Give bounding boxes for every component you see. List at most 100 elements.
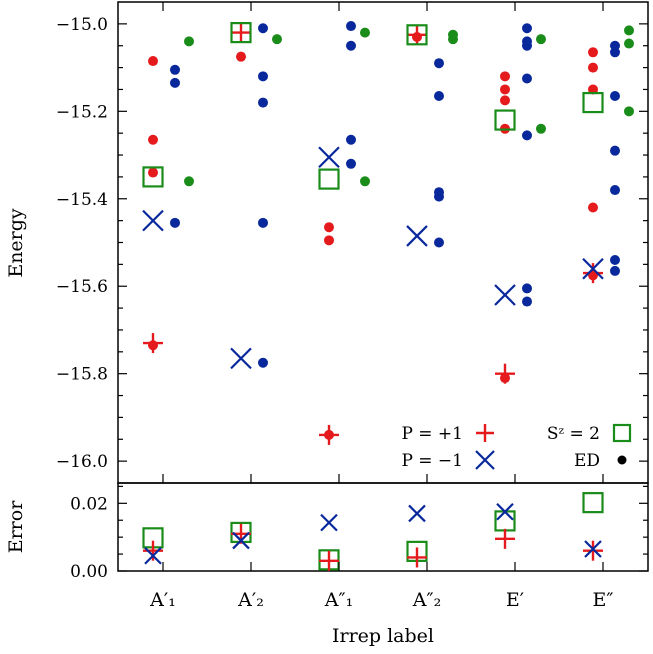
error-cross-marker-b: [320, 513, 338, 532]
error-y-ticks: 0.00 0.02: [70, 485, 648, 582]
ed-point: [346, 158, 356, 169]
ed-point: [258, 217, 268, 228]
energy-y-tick-label: −15.6: [56, 277, 108, 297]
ed-point: [500, 95, 510, 106]
ed-point: [434, 191, 444, 202]
ed-point: [500, 84, 510, 95]
ed-point: [148, 167, 158, 178]
legend-dot-marker: [617, 455, 627, 465]
ed-point: [170, 77, 180, 88]
x-tick-label: A″₁: [324, 589, 353, 611]
ed-point: [448, 34, 458, 45]
legend-cross-marker-b: [475, 450, 495, 470]
error-panel: 0.00 0.02 A′₁ A′₂ A″₁ A″₂ E′ E″ Error Irrep la…: [5, 2, 649, 647]
energy-square-marker: [318, 168, 340, 190]
ed-point: [500, 71, 510, 82]
ed-point: [184, 176, 194, 187]
x-tick-label: A′₂: [237, 589, 264, 611]
ed-point: [346, 134, 356, 145]
energy-cross-marker-b: [406, 225, 428, 247]
ed-point: [360, 27, 370, 38]
ed-point: [588, 202, 598, 213]
ed-point: [148, 56, 158, 67]
ed-point: [170, 64, 180, 75]
x-tick-label: E′: [506, 589, 524, 611]
x-tick-labels: A′₁ A′₂ A″₁ A″₂ E′ E″: [149, 2, 613, 611]
ed-point: [258, 97, 268, 108]
x-tick-label: E″: [593, 589, 614, 611]
ed-point: [588, 84, 598, 95]
ed-point: [522, 40, 532, 51]
energy-y-tick-label: −15.2: [56, 102, 108, 122]
x-tick-label: A″₂: [412, 589, 441, 611]
energy-panel: −16.0 −15.8 −15.6 −15.4 −15.2 −15.0 Energy P …: [5, 1, 649, 484]
energy-y-tick-label: −15.4: [56, 190, 108, 210]
legend-label: P = +1: [401, 424, 463, 444]
energy-markers: [142, 21, 634, 445]
ed-point: [272, 34, 282, 45]
ed-point: [346, 40, 356, 51]
x-tick-label: A′₁: [149, 589, 176, 611]
energy-cross-marker-b: [142, 209, 164, 232]
ed-point: [258, 357, 268, 368]
ed-point: [610, 47, 620, 58]
energy-y-tick-label: −15.8: [56, 365, 108, 385]
ed-point: [624, 25, 634, 36]
energy-cross-marker-b: [318, 146, 340, 169]
error-cross-marker-b: [584, 540, 602, 558]
energy-y-tick-label: −15.0: [56, 15, 108, 35]
energy-square-marker: [406, 24, 428, 46]
error-markers: [142, 492, 604, 571]
error-cross-marker-b: [408, 504, 426, 523]
energy-cross-marker-b: [582, 257, 604, 280]
error-cross-marker-b: [496, 502, 514, 521]
error-y-tick-label: 0.02: [70, 494, 108, 514]
ed-point: [610, 265, 620, 276]
ed-point: [610, 185, 620, 196]
legend-label: Sᶻ = 2: [547, 424, 600, 444]
ed-point: [184, 36, 194, 47]
ed-point: [588, 47, 598, 58]
ed-point: [588, 62, 598, 73]
ed-point: [536, 34, 546, 45]
ed-point: [610, 254, 620, 265]
ed-point: [522, 296, 532, 307]
ed-point: [324, 222, 334, 233]
x-axis-label: Irrep label: [332, 625, 434, 647]
error-y-tick-label: 0.00: [70, 562, 108, 582]
ed-point: [624, 106, 634, 117]
ed-point: [522, 73, 532, 84]
ed-point: [522, 23, 532, 34]
ed-point: [610, 91, 620, 102]
ed-point: [434, 91, 444, 102]
legend: P = +1 P = −1 Sᶻ = 2 ED: [401, 423, 632, 471]
error-square-marker: [582, 492, 604, 514]
ed-point: [324, 235, 334, 246]
ed-point: [536, 123, 546, 134]
ed-point: [434, 237, 444, 248]
legend-label: ED: [574, 451, 600, 471]
error-cross-marker-b: [232, 531, 250, 550]
energy-square-marker: [582, 91, 604, 114]
ed-point: [236, 51, 246, 62]
energy-cross-marker-b: [494, 284, 516, 306]
ed-point: [522, 130, 532, 141]
energy-square-marker: [494, 109, 516, 131]
legend-square-marker: [612, 423, 632, 443]
ed-point: [610, 145, 620, 156]
ed-point: [434, 58, 444, 69]
energy-panel-frame: [117, 1, 649, 484]
error-cross-marker-b: [144, 546, 162, 565]
ed-point: [258, 23, 268, 34]
energy-cross-marker-b: [230, 347, 252, 370]
ed-point: [522, 283, 532, 294]
ed-point: [258, 71, 268, 82]
error-axis-label: Error: [5, 500, 27, 553]
error-square-marker: [494, 510, 516, 532]
ed-point: [360, 176, 370, 187]
energy-y-tick-label: −16.0: [56, 452, 108, 472]
ed-point: [346, 21, 356, 32]
ed-point: [624, 38, 634, 49]
energy-axis-label: Energy: [5, 208, 27, 278]
